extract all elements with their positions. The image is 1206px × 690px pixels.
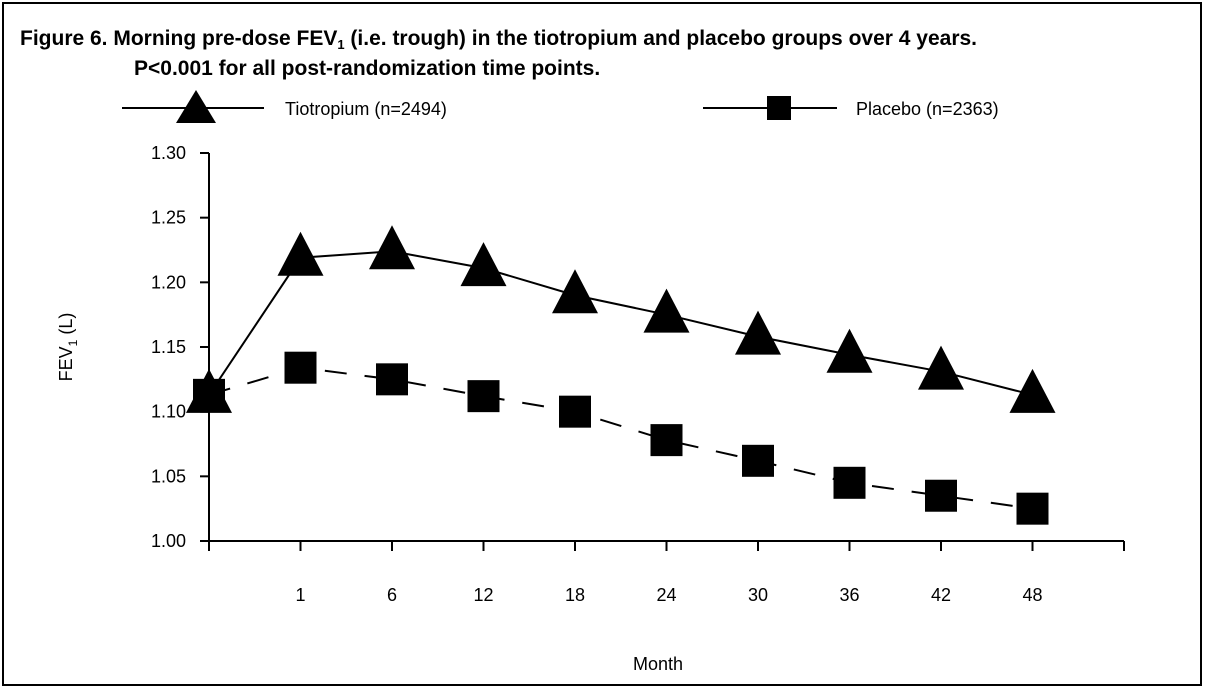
legend: Tiotropium (n=2494) Placebo (n=2363) [122,90,999,123]
legend-item-tiotropium: Tiotropium (n=2494) [122,90,447,123]
x-tick-label: 18 [565,585,585,605]
svg-text:FEV1 (L): FEV1 (L) [56,313,80,382]
x-tick-label: 6 [387,585,397,605]
y-tick-label: 1.15 [151,337,186,357]
tiotropium-point [918,345,964,390]
x-axis-label: Month [633,654,683,674]
y-axis-label: FEV1 (L) [56,313,80,382]
x-tick-label: 30 [748,585,768,605]
x-tick-label: 24 [656,585,676,605]
title-line1-sub: 1 [337,37,345,52]
placebo-point [925,479,957,512]
tiotropium-point [552,269,598,314]
tiotropium-point [1009,368,1056,413]
y-ticks: 1.00 1.05 1.10 1.15 1.20 1.25 1.30 [151,143,209,551]
x-tick-label: 12 [473,585,493,605]
tiotropium-point [643,288,690,333]
x-tick-label: 1 [295,585,305,605]
axes [208,153,1124,542]
x-ticks: 1 6 12 18 24 30 36 42 48 [208,541,1125,605]
y-tick-label: 1.00 [151,531,186,551]
legend-label-placebo: Placebo (n=2363) [856,99,999,119]
tiotropium-point [460,242,507,287]
y-axis-label-sub: 1 [66,339,80,346]
title-line1-post: (i.e. trough) in the tiotropium and plac… [344,27,978,50]
series-layer [186,225,1056,525]
legend-triangle-marker [176,90,216,123]
placebo-point [742,444,774,477]
figure-title-line2: P<0.001 for all post-randomization time … [134,57,601,80]
placebo-point [833,466,866,499]
tiotropium-point [186,368,232,413]
y-tick-label: 1.25 [151,208,186,228]
y-tick-label: 1.20 [151,272,186,292]
x-tick-label: 42 [931,585,951,605]
tiotropium-line [208,250,1033,396]
tiotropium-point [735,310,781,355]
y-tick-label: 1.30 [151,143,186,163]
y-axis-label-post: (L) [56,313,76,340]
placebo-point [284,351,317,384]
x-tick-label: 48 [1022,585,1042,605]
y-tick-label: 1.05 [151,466,186,486]
tiotropium-point [277,231,324,276]
tiotropium-point [826,328,873,373]
tiotropium-point [369,225,415,270]
legend-label-tiotropium: Tiotropium (n=2494) [285,99,447,119]
figure-title-line1: Figure 6. Morning pre-dose FEV1 (i.e. tr… [20,28,977,51]
title-line1-pre: Figure 6. Morning pre-dose FEV [20,27,338,50]
y-tick-label: 1.10 [151,402,186,422]
placebo-point [559,395,591,428]
placebo-point [467,380,500,413]
placebo-line [208,366,1033,510]
placebo-point [1016,492,1049,525]
placebo-point [650,424,683,457]
legend-square-marker [767,96,791,120]
x-tick-label: 36 [839,585,859,605]
placebo-point [376,363,408,396]
legend-item-placebo: Placebo (n=2363) [703,96,999,120]
y-axis-label-pre: FEV [56,346,76,381]
